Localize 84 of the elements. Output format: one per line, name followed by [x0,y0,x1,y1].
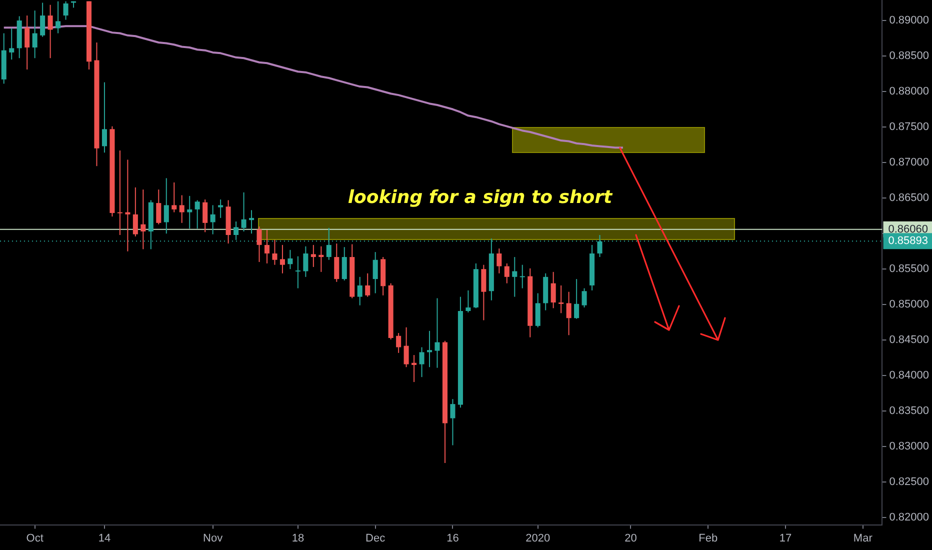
candlestick [318,246,324,272]
candlestick [404,326,409,368]
candlestick [9,28,14,60]
candlestick [256,226,262,262]
y-tick-label: 0.89000 [889,14,930,27]
candlestick [582,288,587,308]
candlestick [63,0,68,20]
candlestick [24,15,30,70]
x-tick-label: 16 [446,532,459,544]
candlestick [241,192,246,232]
candlestick [574,278,580,320]
candlestick [140,189,146,250]
candlestick [550,271,556,309]
candlestick [504,262,510,284]
candlestick [202,198,208,233]
candlestick [295,256,300,289]
y-tick-label: 0.88000 [889,86,930,98]
candlestick [558,284,564,314]
candlestick [218,198,224,218]
annotation: looking for a sign to short [346,187,614,208]
candlestick [249,210,254,234]
candlestick [419,346,424,378]
ref-line-label: 0.85893 [888,235,928,248]
candlestick [117,150,122,236]
candlestick [164,178,169,234]
x-tick-label: Oct [26,532,44,544]
ref-line-label: 0.86060 [888,223,928,236]
candlestick [342,246,347,281]
y-tick-label: 0.87000 [889,156,930,169]
y-tick-label: 0.84000 [889,370,930,382]
candlestick [496,248,502,274]
candlestick [303,246,308,278]
candlestick [32,10,38,59]
y-tick-label: 0.82000 [889,512,930,524]
x-tick-label: 14 [98,532,111,544]
x-tick-label: 20 [624,532,637,544]
candlestick [172,182,177,213]
candlestick [187,195,192,230]
candlestick [434,298,440,368]
candlestick [264,230,270,264]
y-tick-label: 0.82500 [889,476,930,488]
candlestick [125,159,130,252]
candlestick [481,264,486,321]
candlestick [310,244,316,268]
x-tick-label: Dec [366,532,386,544]
y-tick-label: 0.85000 [889,298,930,311]
y-tick-label: 0.86500 [889,192,930,204]
candlestick [48,4,53,59]
x-tick-label: Mar [853,532,873,544]
candlestick [365,272,370,298]
candlestick [412,354,417,383]
candlestick [280,244,285,274]
candlestick [194,200,200,230]
candlestick [450,398,456,446]
candlestick [566,291,572,336]
candlestick [396,332,402,354]
candlestick [334,243,340,282]
candlestick [512,256,518,298]
x-tick-label: 18 [292,532,304,544]
candlestick [132,186,138,237]
candlestick [535,292,540,328]
y-tick-label: 0.83000 [889,440,930,453]
candlestick [102,82,107,154]
candlestick [40,2,46,38]
y-tick-label: 0.87500 [889,121,930,134]
y-tick-label: 0.84500 [889,334,930,346]
x-tick-label: Feb [698,532,718,544]
candlestick [210,204,216,235]
y-tick-label: 0.88500 [889,50,930,62]
x-tick-label: 17 [779,532,792,544]
candlestick [56,0,61,34]
x-tick-label: Nov [203,532,224,544]
candlestick [272,239,278,266]
candlestick [357,276,362,306]
candlestick [179,194,184,224]
candlestick [520,264,525,289]
candlestick [156,189,162,225]
y-tick-label: 0.85500 [889,263,930,276]
x-tick-label: 2020 [526,532,550,544]
candlestick [372,252,378,294]
candlestick [426,330,432,368]
candlestick [466,290,471,313]
candlestick [288,249,293,270]
y-tick-label: 0.83500 [889,405,930,418]
